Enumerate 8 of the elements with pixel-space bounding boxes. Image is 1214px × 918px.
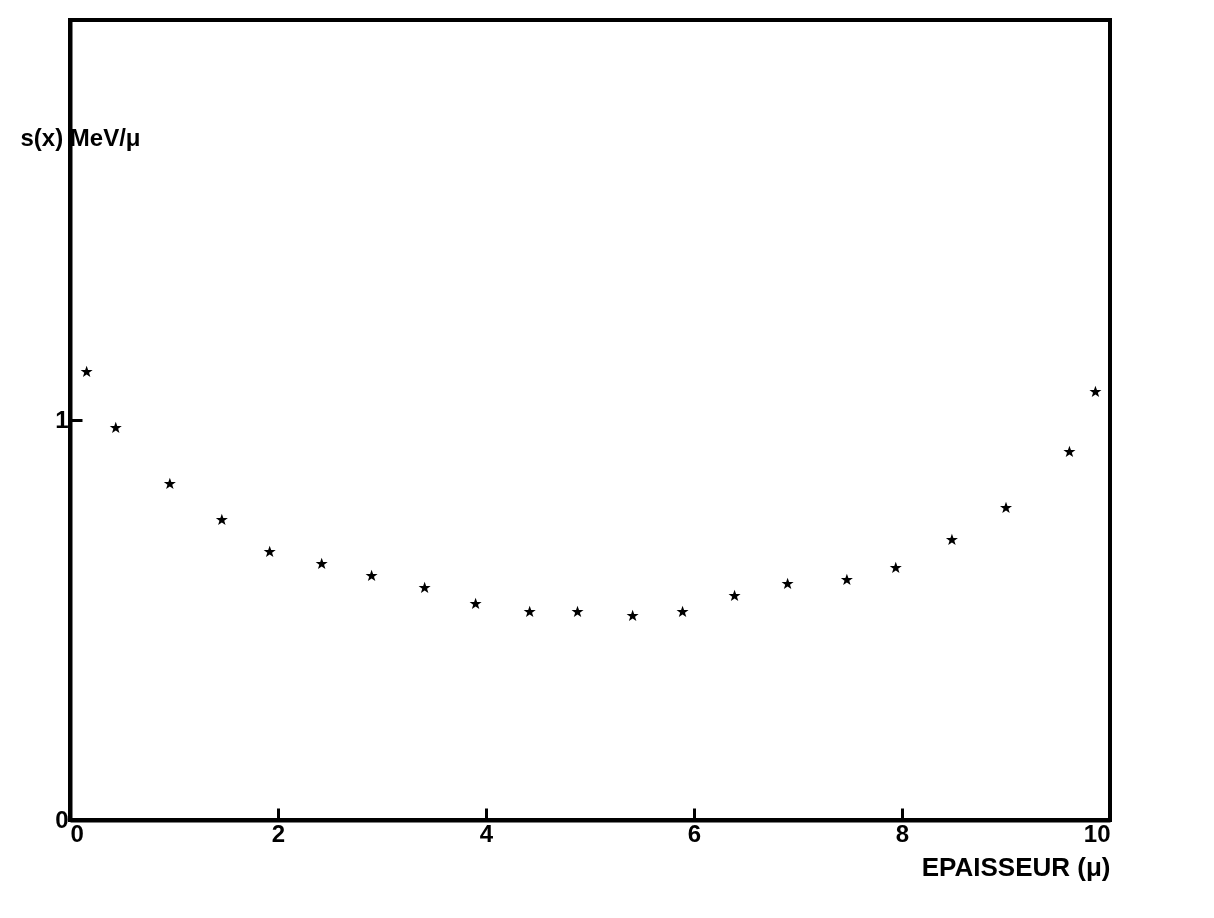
- y-axis-title: s(x) MeV/μ: [20, 123, 141, 151]
- x-tick-label: 2: [271, 819, 286, 847]
- x-tick-label: 8: [895, 819, 910, 847]
- y-tick-label: 1: [55, 405, 69, 433]
- x-axis-title: EPAISSEUR (μ): [921, 851, 1111, 882]
- x-tick-label: 6: [687, 819, 702, 847]
- x-tick-label: 4: [479, 819, 494, 847]
- x-tick-label: 10: [1083, 819, 1111, 847]
